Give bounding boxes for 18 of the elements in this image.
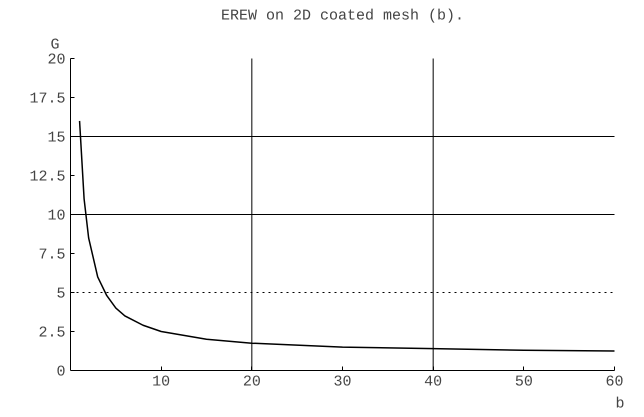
y-tick-label: 12.5: [29, 168, 66, 186]
x-tick-label: 60: [606, 374, 624, 390]
y-tick-label: 5: [56, 286, 66, 302]
y-tick-label: 20: [47, 52, 66, 68]
x-tick-label: 10: [152, 374, 170, 390]
y-tick-label: 7.5: [38, 246, 66, 264]
y-tick-label: 10: [47, 208, 66, 224]
y-tick-label: 0: [56, 364, 66, 380]
y-tick-label: 17.5: [29, 90, 66, 108]
y-tick-label: 15: [47, 130, 66, 146]
x-tick-label: 40: [424, 374, 442, 390]
chart-title: EREW on 2D coated mesh (b).: [220, 8, 464, 24]
x-tick-label: 30: [334, 374, 352, 390]
x-axis-title: b: [616, 396, 625, 412]
x-tick-label: 20: [242, 374, 261, 390]
y-tick-label: 2.5: [38, 324, 66, 342]
y-axis-title: G: [50, 36, 60, 54]
x-tick-label: 50: [514, 374, 533, 390]
